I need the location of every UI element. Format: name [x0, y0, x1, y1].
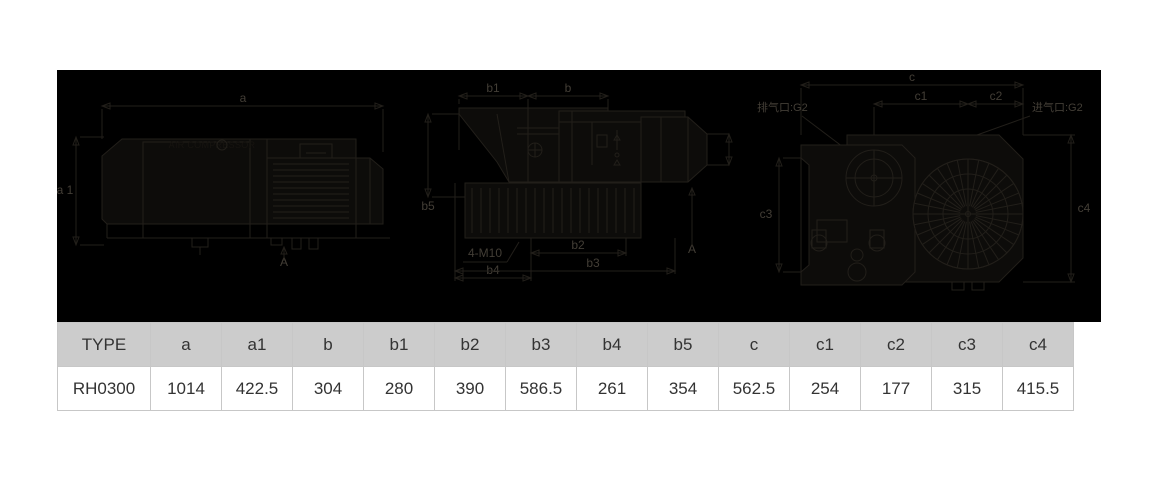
svg-text:AIR COMPRESSOR: AIR COMPRESSOR [169, 140, 256, 150]
svg-text:a: a [240, 91, 247, 105]
svg-text:排气口:G2: 排气口:G2 [757, 100, 808, 114]
svg-text:c1: c1 [915, 89, 928, 103]
svg-text:b2: b2 [571, 238, 585, 252]
svg-text:进气口:G2: 进气口:G2 [1032, 100, 1083, 114]
svg-text:a 1: a 1 [57, 183, 74, 197]
svg-text:b4: b4 [486, 263, 500, 277]
svg-text:c2: c2 [990, 89, 1003, 103]
svg-text:b1: b1 [486, 81, 500, 95]
svg-text:b: b [565, 81, 572, 95]
svg-text:c4: c4 [1078, 201, 1091, 215]
svg-text:c: c [909, 70, 915, 84]
svg-text:b5: b5 [421, 199, 435, 213]
svg-text:b3: b3 [586, 256, 600, 270]
svg-text:4-M10: 4-M10 [468, 246, 502, 260]
svg-text:c3: c3 [760, 207, 773, 221]
